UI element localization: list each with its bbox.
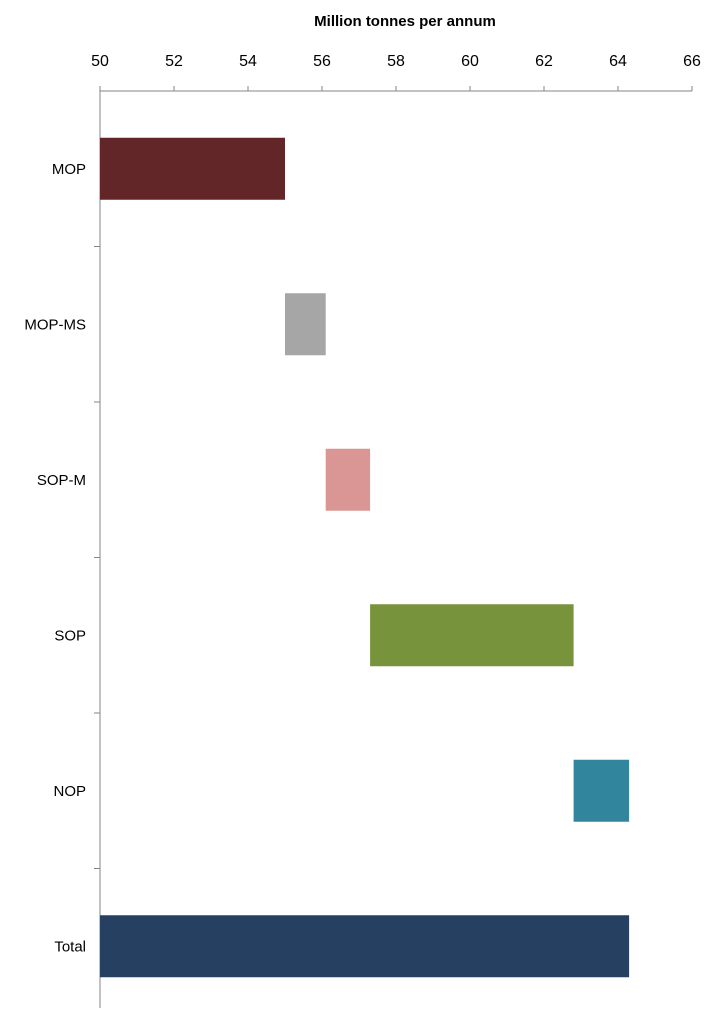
x-tick-label: 50 xyxy=(91,53,109,70)
bar-sop-m xyxy=(325,448,371,511)
category-label: Total xyxy=(54,938,86,955)
category-label: SOP xyxy=(54,627,86,644)
x-tick-label: 62 xyxy=(535,53,553,70)
category-labels: MOP MOP-MS SOP-M SOP NOP Total xyxy=(24,161,86,956)
bar-mop xyxy=(100,137,285,200)
x-tick-label: 64 xyxy=(609,53,627,70)
category-label: SOP-M xyxy=(37,472,86,489)
y-axis xyxy=(94,91,101,1008)
bar-total xyxy=(100,915,630,978)
category-label: MOP xyxy=(52,161,86,178)
category-label: NOP xyxy=(53,783,86,800)
bar-sop xyxy=(370,604,574,667)
bar-mop-ms xyxy=(285,293,326,356)
bar-nop xyxy=(573,759,630,822)
x-axis: 50 52 54 56 58 60 62 64 66 xyxy=(91,53,701,92)
bars xyxy=(100,137,630,978)
x-tick-label: 52 xyxy=(165,53,183,70)
x-tick-label: 58 xyxy=(387,53,405,70)
x-tick-label: 54 xyxy=(239,53,257,70)
x-axis-title: Million tonnes per annum xyxy=(314,13,496,30)
x-tick-label: 56 xyxy=(313,53,331,70)
category-label: MOP-MS xyxy=(24,316,86,333)
x-tick-label: 66 xyxy=(683,53,701,70)
x-tick-label: 60 xyxy=(461,53,479,70)
